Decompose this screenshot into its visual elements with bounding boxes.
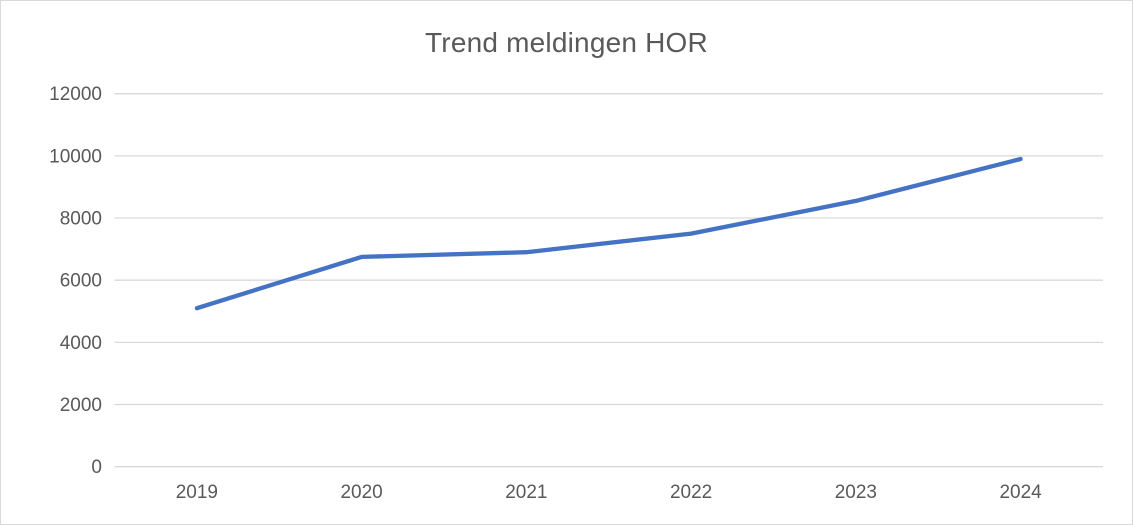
x-tick-label: 2019	[176, 482, 218, 503]
y-tick-label: 2000	[60, 395, 102, 416]
trend-line-series	[194, 156, 1023, 311]
y-tick-label: 6000	[60, 271, 102, 292]
x-tick-label: 2022	[670, 482, 712, 503]
y-tick-label: 0	[91, 457, 102, 478]
x-tick-label: 2023	[835, 482, 877, 503]
y-tick-label: 12000	[49, 84, 102, 105]
y-tick-label: 8000	[60, 209, 102, 230]
x-tick-label: 2020	[340, 482, 382, 503]
y-tick-label: 4000	[60, 333, 102, 354]
y-tick-label: 10000	[49, 146, 102, 167]
chart-title: Trend meldingen HOR	[425, 27, 708, 58]
x-tick-label: 2024	[999, 482, 1042, 503]
x-tick-label: 2021	[505, 482, 547, 503]
